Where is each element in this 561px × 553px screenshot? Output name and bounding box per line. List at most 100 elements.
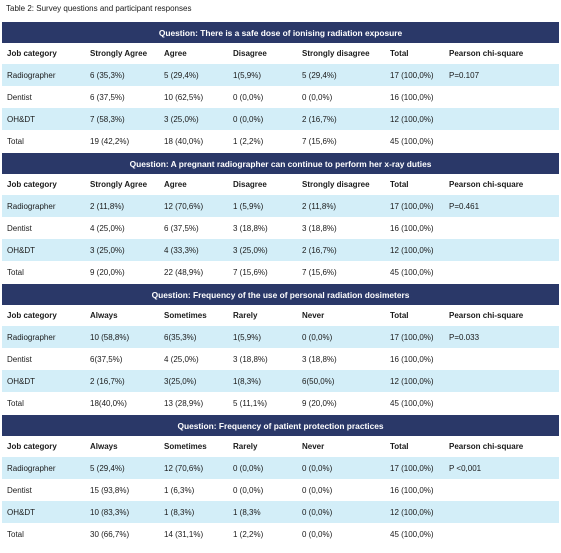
header-row: Job category Strongly Agree Agree Disagree S…	[2, 43, 560, 64]
total-cell: 17 (100,0%)	[385, 457, 444, 479]
question-row: Question: There is a safe dose of ionisi…	[2, 21, 560, 43]
pearson-cell	[444, 130, 560, 153]
response-cell-3: 1 (2,2%)	[228, 130, 297, 153]
response-cell-4: 0 (0,0%)	[297, 523, 385, 545]
response-cell-1: 19 (42,2%)	[85, 130, 159, 153]
response-cell-4: 2 (16,7%)	[297, 239, 385, 261]
response-header-1: Always	[85, 436, 159, 457]
question-row: Question: Frequency of the use of person…	[2, 283, 560, 305]
job-category-cell: OH&DT	[2, 370, 85, 392]
response-cell-4: 0 (0,0%)	[297, 479, 385, 501]
table-row: Radiographer 6 (35,3%) 5 (29,4%) 1(5,9%) 5 (…	[2, 64, 560, 86]
table-row: Dentist 15 (93,8%) 1 (6,3%) 0 (0,0%) 0 (0,0%…	[2, 479, 560, 501]
response-header-4: Never	[297, 436, 385, 457]
response-cell-3: 5 (11,1%)	[228, 392, 297, 415]
question-title: Question: A pregnant radiographer can co…	[2, 152, 560, 174]
total-cell: 17 (100,0%)	[385, 195, 444, 217]
response-cell-2: 4 (33,3%)	[159, 239, 228, 261]
response-cell-4: 2 (11,8%)	[297, 195, 385, 217]
response-cell-2: 12 (70,6%)	[159, 457, 228, 479]
response-cell-1: 5 (29,4%)	[85, 457, 159, 479]
pearson-cell	[444, 392, 560, 415]
pearson-cell	[444, 261, 560, 284]
pearson-cell	[444, 348, 560, 370]
response-cell-2: 12 (70,6%)	[159, 195, 228, 217]
response-cell-2: 13 (28,9%)	[159, 392, 228, 415]
response-cell-3: 1 (2,2%)	[228, 523, 297, 545]
response-header-2: Agree	[159, 174, 228, 195]
response-header-1: Always	[85, 305, 159, 326]
job-category-cell: Total	[2, 261, 85, 284]
response-header-3: Disagree	[228, 174, 297, 195]
table-row: Total 9 (20,0%) 22 (48,9%) 7 (15,6%) 7 (15,6…	[2, 261, 560, 284]
table-row: OH&DT 7 (58,3%) 3 (25,0%) 0 (0,0%) 2 (16,7%)…	[2, 108, 560, 130]
response-cell-4: 3 (18,8%)	[297, 217, 385, 239]
job-category-cell: Radiographer	[2, 64, 85, 86]
total-cell: 45 (100,0%)	[385, 130, 444, 153]
question-row: Question: Frequency of patient protectio…	[2, 414, 560, 436]
response-cell-3: 1 (8,3%	[228, 501, 297, 523]
job-category-cell: Dentist	[2, 348, 85, 370]
response-cell-2: 6(35,3%)	[159, 326, 228, 348]
response-cell-1: 7 (58,3%)	[85, 108, 159, 130]
pearson-cell	[444, 523, 560, 545]
response-cell-2: 10 (62,5%)	[159, 86, 228, 108]
pearson-cell: P=0.107	[444, 64, 560, 86]
total-cell: 16 (100,0%)	[385, 86, 444, 108]
table-row: Radiographer 2 (11,8%) 12 (70,6%) 1 (5,9%) 2…	[2, 195, 560, 217]
job-category-cell: Radiographer	[2, 326, 85, 348]
response-cell-4: 7 (15,6%)	[297, 261, 385, 284]
response-cell-4: 5 (29,4%)	[297, 64, 385, 86]
total-header: Total	[385, 43, 444, 64]
total-header: Total	[385, 436, 444, 457]
job-category-cell: OH&DT	[2, 501, 85, 523]
response-cell-1: 2 (16,7%)	[85, 370, 159, 392]
job-category-header: Job category	[2, 174, 85, 195]
response-cell-2: 5 (29,4%)	[159, 64, 228, 86]
table-row: OH&DT 10 (83,3%) 1 (8,3%) 1 (8,3% 0 (0,0%) 12…	[2, 501, 560, 523]
response-cell-3: 3 (25,0%)	[228, 239, 297, 261]
response-cell-3: 0 (0,0%)	[228, 86, 297, 108]
table-row: Dentist 6 (37,5%) 10 (62,5%) 0 (0,0%) 0 (0,0…	[2, 86, 560, 108]
job-category-cell: Dentist	[2, 479, 85, 501]
total-cell: 45 (100,0%)	[385, 261, 444, 284]
response-header-3: Rarely	[228, 436, 297, 457]
response-cell-1: 3 (25,0%)	[85, 239, 159, 261]
pearson-cell	[444, 370, 560, 392]
pearson-cell	[444, 217, 560, 239]
question-title: Question: There is a safe dose of ionisi…	[2, 21, 560, 43]
response-cell-3: 1(5,9%)	[228, 64, 297, 86]
pearson-cell	[444, 479, 560, 501]
response-header-1: Strongly Agree	[85, 43, 159, 64]
job-category-cell: Radiographer	[2, 195, 85, 217]
response-header-3: Rarely	[228, 305, 297, 326]
total-cell: 45 (100,0%)	[385, 523, 444, 545]
response-cell-4: 3 (18,8%)	[297, 348, 385, 370]
total-cell: 12 (100,0%)	[385, 370, 444, 392]
response-cell-3: 0 (0,0%)	[228, 479, 297, 501]
total-cell: 17 (100,0%)	[385, 326, 444, 348]
response-cell-3: 1(5,9%)	[228, 326, 297, 348]
response-header-1: Strongly Agree	[85, 174, 159, 195]
total-cell: 16 (100,0%)	[385, 217, 444, 239]
response-cell-3: 3 (18,8%)	[228, 217, 297, 239]
response-cell-1: 15 (93,8%)	[85, 479, 159, 501]
response-cell-4: 0 (0,0%)	[297, 501, 385, 523]
response-cell-1: 30 (66,7%)	[85, 523, 159, 545]
job-category-cell: OH&DT	[2, 239, 85, 261]
total-cell: 12 (100,0%)	[385, 108, 444, 130]
response-header-4: Strongly disagree	[297, 174, 385, 195]
total-cell: 16 (100,0%)	[385, 479, 444, 501]
pearson-cell	[444, 108, 560, 130]
table-row: Total 30 (66,7%) 14 (31,1%) 1 (2,2%) 0 (0,0%…	[2, 523, 560, 545]
question-row: Question: A pregnant radiographer can co…	[2, 152, 560, 174]
pearson-chi-square-header: Pearson chi-square	[444, 174, 560, 195]
table-row: Radiographer 5 (29,4%) 12 (70,6%) 0 (0,0%) 0…	[2, 457, 560, 479]
response-cell-1: 2 (11,8%)	[85, 195, 159, 217]
header-row: Job category Always Sometimes Rarely Never To…	[2, 305, 560, 326]
response-header-2: Sometimes	[159, 305, 228, 326]
total-cell: 12 (100,0%)	[385, 239, 444, 261]
response-cell-2: 22 (48,9%)	[159, 261, 228, 284]
pearson-cell	[444, 86, 560, 108]
response-cell-1: 18(40,0%)	[85, 392, 159, 415]
